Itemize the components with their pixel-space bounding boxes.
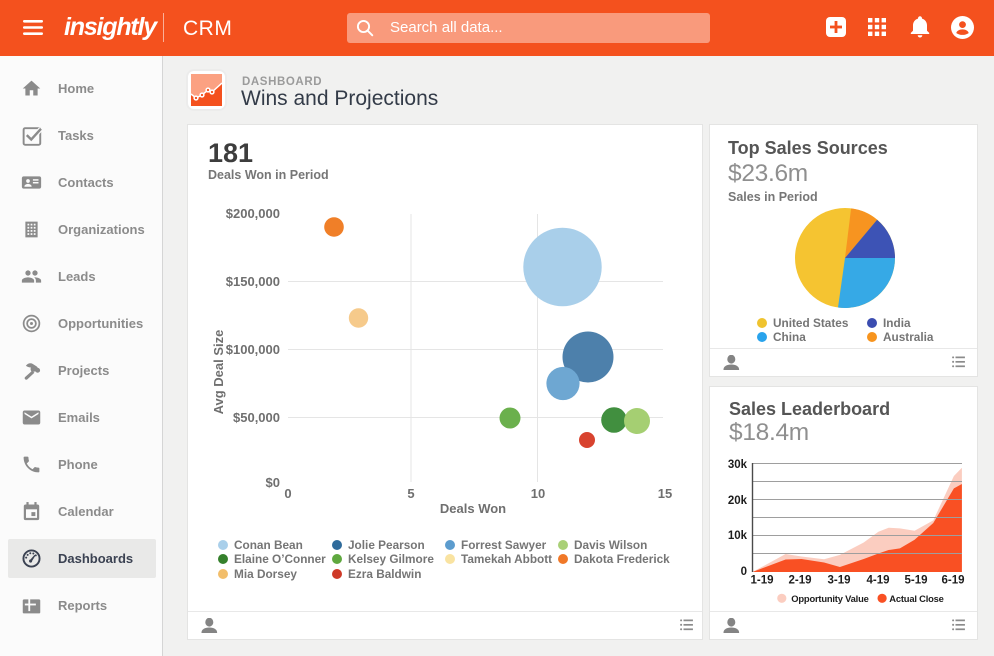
svg-text:Avg Deal Size: Avg Deal Size bbox=[211, 330, 226, 415]
svg-text:10: 10 bbox=[531, 486, 545, 501]
svg-text:0: 0 bbox=[741, 566, 747, 578]
svg-text:30k: 30k bbox=[728, 459, 748, 471]
svg-text:5-19: 5-19 bbox=[904, 575, 927, 587]
svg-text:Deals Won: Deals Won bbox=[440, 501, 506, 516]
svg-text:2-19: 2-19 bbox=[788, 575, 811, 587]
svg-text:20k: 20k bbox=[728, 495, 748, 507]
svg-text:Opportunity Value: Opportunity Value bbox=[791, 593, 868, 604]
svg-text:$200,000: $200,000 bbox=[226, 206, 280, 221]
svg-text:15: 15 bbox=[658, 486, 672, 501]
svg-text:0: 0 bbox=[284, 486, 291, 501]
svg-text:1-19: 1-19 bbox=[750, 575, 773, 587]
svg-text:10k: 10k bbox=[728, 530, 748, 542]
svg-text:4-19: 4-19 bbox=[866, 575, 889, 587]
svg-text:6-19: 6-19 bbox=[941, 575, 964, 587]
svg-text:$100,000: $100,000 bbox=[226, 342, 280, 357]
svg-text:3-19: 3-19 bbox=[827, 575, 850, 587]
svg-text:5: 5 bbox=[407, 486, 414, 501]
svg-text:$50,000: $50,000 bbox=[233, 410, 280, 425]
svg-text:$150,000: $150,000 bbox=[226, 274, 280, 289]
svg-text:$0: $0 bbox=[266, 475, 280, 490]
svg-text:Actual Close: Actual Close bbox=[889, 593, 943, 604]
